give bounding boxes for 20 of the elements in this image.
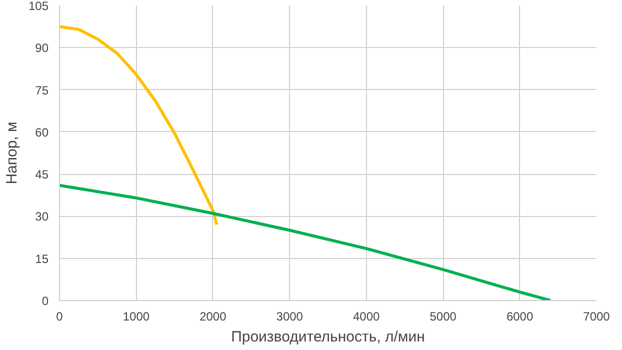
- y-tick-label: 90: [35, 41, 49, 56]
- y-axis-title: Напор, м: [3, 122, 20, 184]
- x-tick-label: 4000: [353, 310, 380, 324]
- x-axis-title: Производительность, л/мин: [231, 328, 425, 346]
- x-tick-label: 2000: [200, 310, 227, 324]
- y-tick-label: 75: [35, 83, 49, 98]
- y-tick-label: 105: [28, 0, 49, 13]
- line-series: [60, 25, 218, 226]
- y-tick-label: 0: [42, 294, 49, 308]
- y-tick-label: 45: [35, 168, 49, 182]
- line-series: [60, 184, 552, 300]
- x-tick-label: 5000: [430, 310, 457, 324]
- y-tick-label: 15: [35, 252, 49, 266]
- y-tick-label: 30: [35, 210, 49, 224]
- x-tick-label: 7000: [583, 310, 610, 324]
- x-tick-label: 3000: [276, 310, 304, 324]
- x-tick-label: 6000: [506, 310, 534, 324]
- x-tick-label: 1000: [122, 310, 150, 324]
- y-tick-label: 60: [35, 125, 49, 140]
- x-tick-label: 0: [56, 310, 64, 324]
